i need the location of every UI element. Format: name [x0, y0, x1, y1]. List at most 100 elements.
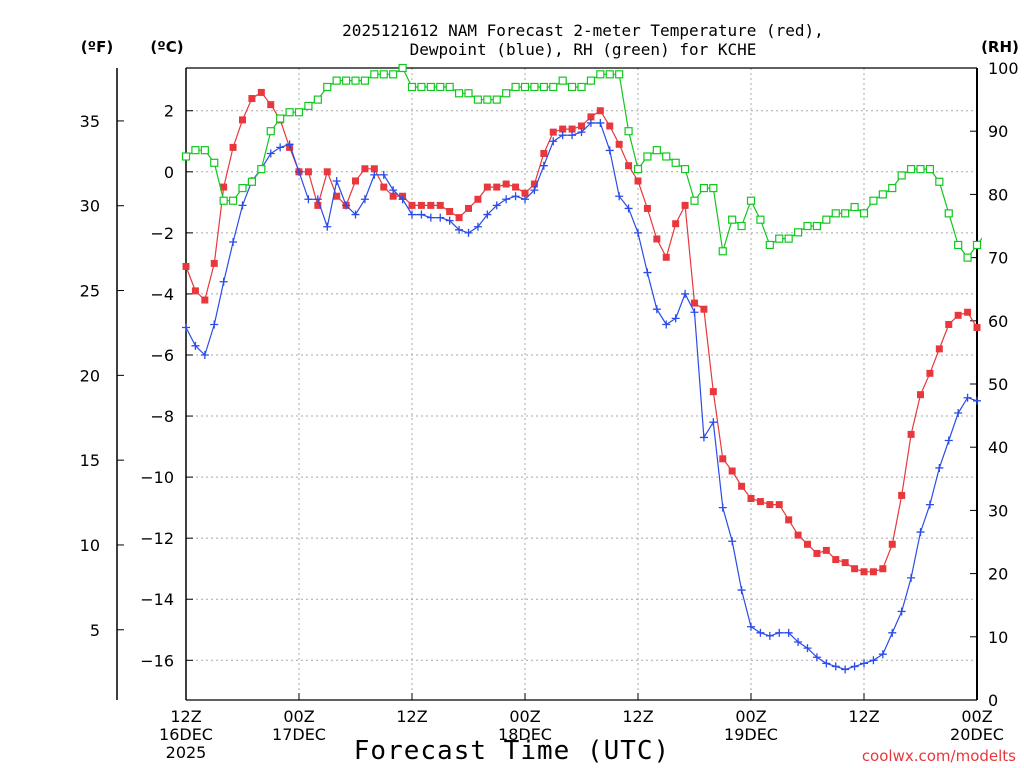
dewpoint-point [473, 222, 482, 231]
dewpoint-point [332, 176, 341, 185]
rh-point [360, 76, 370, 85]
temperature-point [267, 101, 275, 109]
temperature-point [662, 253, 670, 261]
temperature-point [248, 95, 256, 103]
dewpoint-point [539, 161, 548, 170]
temperature-point [691, 299, 698, 307]
rh-point [841, 209, 850, 218]
dewpoint-point [822, 659, 831, 668]
temperature-point [559, 125, 567, 133]
rh-point [294, 108, 304, 117]
dewpoint-point [313, 195, 322, 204]
rh-tick-label: 60 [988, 312, 1008, 331]
celsius-tick-label: −16 [140, 651, 174, 670]
temperature-point [596, 107, 604, 115]
rh-axis-label: (RH) [981, 38, 1019, 56]
dewpoint-point [521, 195, 529, 204]
temperature-point [634, 177, 642, 185]
rh-point [935, 177, 944, 186]
rh-point [539, 82, 548, 92]
rh-point [596, 70, 605, 79]
dewpoint-point [370, 170, 379, 179]
rh-tick-label: 20 [988, 565, 1008, 584]
x-tick-label: 12Z [848, 707, 879, 726]
x-tick-label: 12Z [170, 707, 201, 726]
dewpoint-point [973, 396, 981, 405]
temperature-point [304, 168, 312, 176]
temperature-point [841, 559, 849, 567]
dewpoint-point [191, 341, 200, 350]
dewpoint-point [963, 393, 972, 402]
temperature-point [672, 220, 680, 228]
rh-point [351, 76, 360, 85]
rh-point [332, 76, 341, 85]
dewpoint-point [577, 128, 586, 137]
rh-point [464, 89, 473, 98]
temperature-point [917, 391, 924, 399]
temperature-point [606, 122, 614, 130]
temperature-point [530, 180, 538, 188]
rh-point [1021, 178, 1024, 185]
celsius-tick-label: 0 [164, 163, 174, 182]
watermark-link[interactable]: coolwx.com/modelts [862, 747, 1016, 765]
rh-point [398, 63, 407, 73]
rh-point [549, 82, 558, 92]
rh-point [191, 146, 200, 155]
rh-point [652, 146, 661, 155]
rh-point [888, 183, 897, 193]
rh-point [831, 209, 840, 218]
rh-point [511, 82, 520, 92]
fahrenheit-tick-label: 30 [80, 197, 100, 216]
rh-point [266, 127, 275, 136]
rh-point [662, 152, 671, 161]
rh-point [737, 221, 746, 231]
dewpoint-point [728, 537, 737, 546]
temperature-line [185, 91, 978, 573]
dewpoint-point [756, 628, 765, 637]
rh-point [605, 70, 614, 79]
temperature-point [540, 149, 548, 157]
temperature-point [822, 546, 830, 554]
dewpoint-point [747, 622, 755, 631]
temperature-point [653, 235, 661, 243]
rh-point [492, 95, 501, 104]
rh-point [210, 158, 219, 167]
dewpoint-point [379, 170, 388, 179]
rh-point [972, 240, 982, 250]
dewpoint-point [342, 201, 351, 210]
temperature-point [361, 165, 369, 173]
celsius-tick-label: −12 [140, 529, 174, 548]
dewpoint-point [888, 628, 897, 637]
temperature-point [766, 501, 774, 509]
plot-frame [116, 67, 978, 701]
chart-title-line-2: Dewpoint (blue), RH (green) for KCHE [410, 40, 757, 59]
temperature-point [945, 320, 953, 328]
dewpoint-point [615, 192, 624, 201]
temperature-point [832, 556, 840, 564]
temperature-point [182, 262, 190, 270]
dewpoint-point [718, 503, 727, 512]
dewpoint-point [276, 143, 285, 152]
temperature-point [615, 140, 623, 148]
x-tick-label: 12Z [622, 707, 653, 726]
rh-point [728, 215, 737, 224]
temperature-point [257, 88, 265, 96]
rh-point [718, 247, 727, 256]
rh-point [323, 82, 332, 92]
rh-line [185, 67, 982, 259]
temperature-point [512, 183, 520, 191]
dewpoint-point [426, 213, 435, 222]
rh-point [228, 196, 238, 205]
dewpoint-point [351, 210, 360, 219]
fahrenheit-tick-label: 5 [90, 621, 100, 640]
rh-point [436, 82, 445, 92]
temperature-point [578, 122, 585, 130]
rh-point [304, 101, 313, 111]
dewpoint-point [765, 631, 774, 640]
x-tick-label: 00Z [735, 707, 766, 726]
temperature-point [417, 201, 425, 209]
temperature-point [389, 192, 397, 200]
dewpoint-point [925, 500, 934, 509]
rh-point [257, 165, 266, 174]
